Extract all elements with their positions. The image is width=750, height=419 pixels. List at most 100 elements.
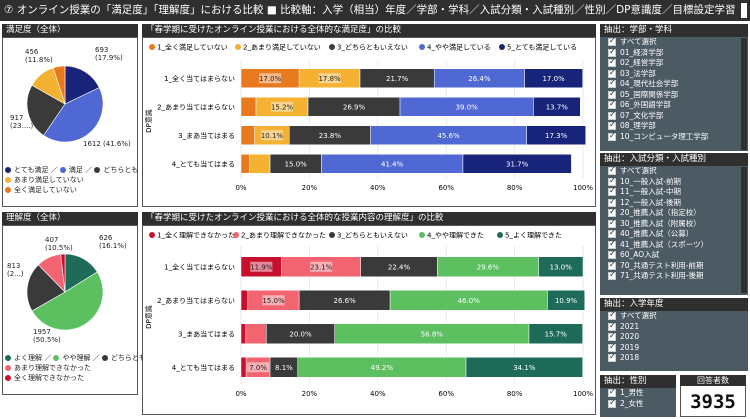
bar-legend-label-3[interactable]: 4_やや満足している <box>427 44 491 52</box>
bar-legend-dot-4[interactable] <box>497 232 503 238</box>
year-checkbox-0[interactable] <box>608 310 616 321</box>
bar-segment-2-4[interactable] <box>528 323 583 344</box>
faculty-checkbox-6[interactable] <box>608 99 616 110</box>
pie-slice-1[interactable] <box>31 271 104 331</box>
faculty-checkbox-2[interactable] <box>608 57 616 68</box>
bar-segment-0-4[interactable] <box>538 256 584 277</box>
bar-segment-3-4[interactable] <box>465 357 583 378</box>
bar-legend-dot-3[interactable] <box>419 232 425 238</box>
exam-option-6[interactable]: 40_推薦入試（公募） <box>600 228 748 240</box>
bar-legend-label-2[interactable]: 3_どちらともいえない <box>337 232 408 240</box>
faculty-checkbox-1[interactable] <box>608 47 616 57</box>
bar-segment-1-0[interactable] <box>240 97 257 117</box>
pie-slice-0[interactable] <box>64 65 100 105</box>
legend-item-understood-neutral[interactable]: どちらとも <box>101 354 146 362</box>
exam-checkbox-1[interactable] <box>608 176 616 186</box>
bar-segment-2-0[interactable] <box>240 125 255 145</box>
year-option-2[interactable]: 2020 <box>600 331 748 343</box>
faculty-checkbox-5[interactable] <box>608 89 616 99</box>
bar-legend-label-4[interactable]: 5_よく理解できた <box>505 231 562 240</box>
bar-legend-label-1[interactable]: 2_あまり理解できなかった <box>241 231 326 240</box>
exam-checkbox-4[interactable] <box>608 207 616 218</box>
understanding-pie-chart[interactable]: 626 (16.1%) 1957 (50.5%) 813 (2...) 407 (10.5%) <box>3 226 137 350</box>
bar-segment-2-0[interactable] <box>240 323 247 344</box>
year-checkbox-1[interactable] <box>608 321 616 331</box>
faculty-option-3[interactable]: 03_法学部 <box>600 68 748 80</box>
bar-legend-dot-2[interactable] <box>329 232 335 238</box>
satisfaction-stacked-bar-chart[interactable]: 1_全く満足していない 2_あまり満足していない 3_どちらともいえない 4_やや満足… <box>143 38 595 206</box>
legend-item-not-understood[interactable]: 全く理解できなかった <box>5 373 146 383</box>
bar-segment-3-1[interactable] <box>249 154 271 174</box>
faculty-option-8[interactable]: 08_理学部 <box>600 120 748 132</box>
legend-item-satisfied[interactable]: 満足 <box>59 166 83 174</box>
gender-checkbox-1[interactable] <box>608 398 616 408</box>
bar-legend-label-2[interactable]: 3_どちらともいえない <box>337 44 408 52</box>
faculty-option-1[interactable]: 01_経済学部 <box>600 47 748 59</box>
exam-checkbox-9[interactable] <box>608 260 616 270</box>
faculty-option-9[interactable]: 10_コンピュータ理工学部 <box>600 131 748 143</box>
bar-segment-3-4[interactable] <box>462 154 572 174</box>
exam-option-5[interactable]: 30_推薦入試（附属校） <box>600 218 748 230</box>
faculty-filter-scrollbar[interactable] <box>741 38 747 150</box>
exam-checkbox-7[interactable] <box>608 239 616 249</box>
bar-legend-dot-1[interactable] <box>235 44 241 50</box>
bar-segment-1-4[interactable] <box>533 97 581 117</box>
exam-checkbox-3[interactable] <box>608 197 616 207</box>
year-checkbox-2[interactable] <box>608 331 616 342</box>
legend-item-understood-somewhat[interactable]: やや理解 <box>53 354 90 362</box>
faculty-option-4[interactable]: 04_現代社会学部 <box>600 78 748 90</box>
bar-segment-2-4[interactable] <box>526 125 586 145</box>
year-option-4[interactable]: 2018 <box>600 352 748 364</box>
bar-segment-2-1[interactable] <box>245 323 267 344</box>
year-option-1[interactable]: 2021 <box>600 321 748 333</box>
faculty-checkbox-8[interactable] <box>608 120 616 131</box>
exam-option-2[interactable]: 11_一般入試-中期 <box>600 186 748 198</box>
exam-checkbox-8[interactable] <box>608 249 616 260</box>
faculty-option-5[interactable]: 05_国際関係学部 <box>600 89 748 101</box>
bar-segment-0-4[interactable] <box>524 68 583 88</box>
legend-item-very-satisfied[interactable]: とても満足 <box>5 166 48 174</box>
pie-slice-4[interactable] <box>60 253 66 293</box>
bar-segment-1-4[interactable] <box>547 290 585 311</box>
exam-option-9[interactable]: 70_共通テスト利用-前期 <box>600 260 748 272</box>
bar-legend-dot-3[interactable] <box>419 44 425 50</box>
exam-option-7[interactable]: 41_推薦入試（スポーツ） <box>600 239 748 251</box>
bar-legend-dot-0[interactable] <box>149 44 155 50</box>
bar-legend-dot-0[interactable] <box>149 232 155 238</box>
legend-item-neutral[interactable]: どちらとも <box>94 166 138 174</box>
bar-legend-label-1[interactable]: 2_あまり満足していない <box>243 44 321 52</box>
year-option-0[interactable]: すべて選択 <box>600 310 748 322</box>
pie-slice-2[interactable] <box>26 264 66 312</box>
legend-item-not-at-all-satisfied[interactable]: 全く満足していない <box>5 185 138 195</box>
faculty-checkbox-3[interactable] <box>608 68 616 78</box>
faculty-checkbox-0[interactable] <box>608 36 616 47</box>
exam-checkbox-6[interactable] <box>608 228 616 239</box>
bar-legend-dot-4[interactable] <box>499 44 505 50</box>
exam-option-8[interactable]: 60_AO入試 <box>600 249 748 261</box>
year-option-3[interactable]: 2019 <box>600 342 748 354</box>
legend-item-not-very-satisfied[interactable]: あまり満足していない <box>5 175 138 185</box>
exam-option-10[interactable]: 71_共通テスト利用-後期 <box>600 270 748 282</box>
faculty-option-0[interactable]: すべて選択 <box>600 36 748 48</box>
year-checkbox-4[interactable] <box>608 352 616 363</box>
pie-slice-4[interactable] <box>52 65 66 105</box>
exam-checkbox-0[interactable] <box>608 165 616 176</box>
exam-checkbox-10[interactable] <box>608 270 616 281</box>
bar-legend-label-0[interactable]: 1_全く満足していない <box>157 43 228 52</box>
bar-legend-dot-2[interactable] <box>329 44 335 50</box>
pie-slice-2[interactable] <box>26 84 66 136</box>
faculty-checkbox-9[interactable] <box>608 131 616 141</box>
bar-legend-label-0[interactable]: 1_全く理解できなかった <box>157 231 235 240</box>
understanding-stacked-bar-chart[interactable]: 1_全く理解できなかった 2_あまり理解できなかった 3_どちらともいえない 4_やや… <box>143 226 595 414</box>
bar-legend-dot-1[interactable] <box>233 232 239 238</box>
bar-legend-label-4[interactable]: 5_とても満足している <box>507 44 577 52</box>
satisfaction-pie-chart[interactable]: 693 (17.9%) 1612 (41.6%) 917 (23....) 456 (11.… <box>3 38 137 162</box>
exam-filter-scrollbar[interactable] <box>741 167 747 293</box>
bar-segment-1-0[interactable] <box>240 290 249 311</box>
exam-option-0[interactable]: すべて選択 <box>600 165 748 177</box>
faculty-option-6[interactable]: 06_外国語学部 <box>600 99 748 111</box>
bar-legend-label-3[interactable]: 4_やや理解できた <box>427 231 484 240</box>
bar-segment-3-0[interactable] <box>240 357 247 378</box>
gender-option-1[interactable]: 2_女性 <box>600 398 676 410</box>
faculty-option-2[interactable]: 02_経営学部 <box>600 57 748 69</box>
